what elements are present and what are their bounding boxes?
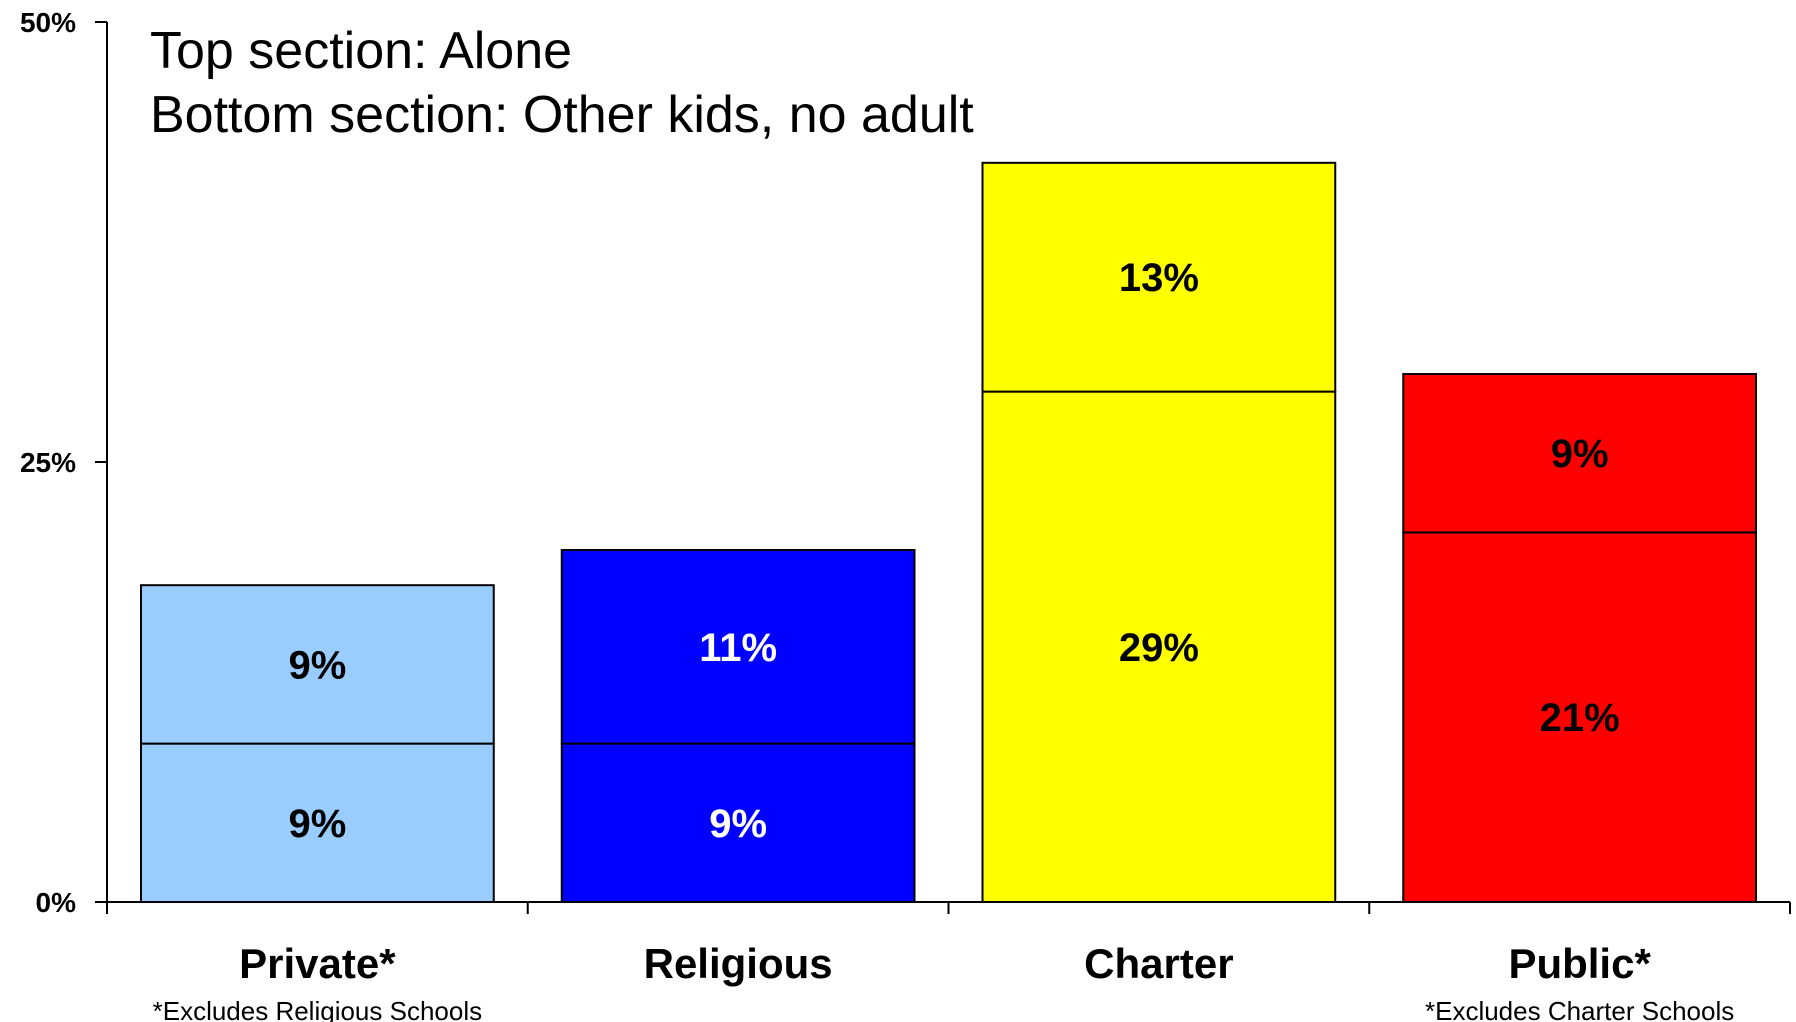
x-tick-label-religious: Religious xyxy=(644,940,833,987)
bar-public-bottom-segment xyxy=(1402,531,1757,904)
bar-charter-top-segment xyxy=(981,161,1337,393)
x-tick-label-public: Public* xyxy=(1508,940,1651,987)
axes-group: Private* *Excludes Religious Schools Relig… xyxy=(20,7,1791,1022)
y-tick-label: 0% xyxy=(36,887,77,918)
bar-charter-bottom-segment xyxy=(981,390,1337,903)
bar-private-bottom-segment xyxy=(140,742,495,903)
bar-public-top-value-label: 9% xyxy=(1551,432,1609,476)
x-tick-label-private: Private* xyxy=(239,940,396,987)
bars-group: 9% 9% 9% 11% 29% 13% 21% 9% xyxy=(140,161,1757,904)
footnote-private: *Excludes Religious Schools xyxy=(153,996,483,1022)
bar-religious-bottom-value-label: 9% xyxy=(709,802,767,846)
bar-public-bottom-value-label: 21% xyxy=(1540,696,1620,740)
annotation-bottom-section: Bottom section: Other kids, no adult xyxy=(150,86,974,144)
annotation-top-section: Top section: Alone xyxy=(150,22,572,80)
x-tick-label-charter: Charter xyxy=(1084,940,1233,987)
footnote-public: *Excludes Charter Schools xyxy=(1425,996,1734,1022)
bar-private-bottom-value-label: 9% xyxy=(288,802,346,846)
bar-private-top-value-label: 9% xyxy=(288,643,346,687)
bar-private-top-segment xyxy=(140,584,495,745)
chart-annotations: Top section: Alone Bottom section: Other… xyxy=(150,22,974,144)
bar-religious-top-segment xyxy=(560,549,916,745)
y-tick-label: 50% xyxy=(20,7,76,38)
bar-religious-top-value-label: 11% xyxy=(699,626,777,670)
bar-charter-top-value-label: 13% xyxy=(1119,256,1199,300)
bar-public-top-segment xyxy=(1402,373,1757,534)
bar-charter-bottom-value-label: 29% xyxy=(1119,626,1199,670)
y-tick-label: 25% xyxy=(20,447,76,478)
